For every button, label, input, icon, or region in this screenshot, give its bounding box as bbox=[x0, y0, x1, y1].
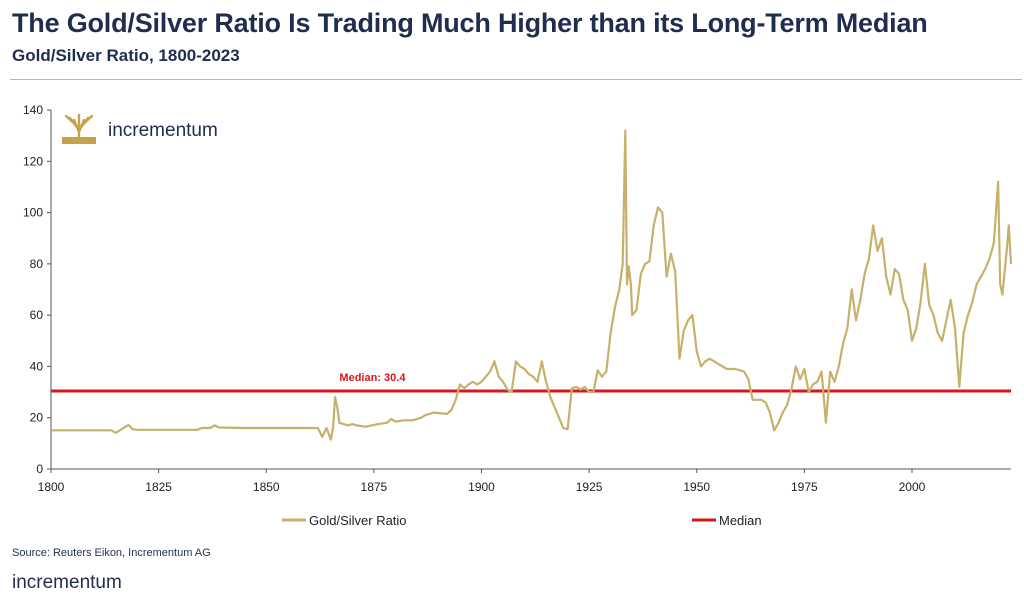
x-tick-label: 1975 bbox=[791, 480, 818, 494]
y-tick-label: 20 bbox=[30, 411, 44, 425]
x-tick-label: 1850 bbox=[253, 480, 280, 494]
incrementum-logo: incrementum bbox=[62, 113, 218, 145]
footer-logo-text: incrementum bbox=[12, 572, 122, 593]
x-tick-label: 1825 bbox=[145, 480, 172, 494]
chart-subtitle: Gold/Silver Ratio, 1800-2023 bbox=[12, 46, 240, 65]
median-layer: Median: 30.4 bbox=[51, 372, 1011, 393]
legend-label-gold-silver-ratio: Gold/Silver Ratio bbox=[309, 513, 407, 528]
chart-title: The Gold/Silver Ratio Is Trading Much Hi… bbox=[12, 8, 928, 38]
median-annotation: Median: 30.4 bbox=[339, 372, 406, 384]
gold-silver-ratio-chart: 0 20 40 60 80 100 120 140 1800 1825 1850 1875 1900 19… bbox=[23, 103, 1013, 528]
x-tick-label: 1800 bbox=[38, 480, 65, 494]
y-tick-label: 80 bbox=[30, 257, 44, 271]
x-tick-label: 1875 bbox=[361, 480, 388, 494]
title-divider bbox=[10, 79, 1022, 80]
tree-icon bbox=[62, 113, 96, 145]
x-tick-label: 2000 bbox=[899, 480, 926, 494]
y-tick-label: 60 bbox=[30, 308, 44, 322]
chart-legend: Gold/Silver Ratio Median bbox=[282, 513, 762, 528]
x-tick-label: 1950 bbox=[683, 480, 710, 494]
x-tick-label: 1925 bbox=[576, 480, 603, 494]
logo-text: incrementum bbox=[108, 120, 218, 141]
y-tick-label: 0 bbox=[36, 462, 43, 476]
x-tick-label: 1900 bbox=[468, 480, 495, 494]
chart-axes: 0 20 40 60 80 100 120 140 1800 1825 1850 1875 1900 19… bbox=[23, 103, 1011, 494]
y-tick-label: 120 bbox=[23, 154, 43, 168]
series-line-gold-silver-ratio bbox=[51, 129, 1013, 441]
series-layer bbox=[51, 129, 1013, 441]
y-tick-label: 40 bbox=[30, 359, 44, 373]
source-note: Source: Reuters Eikon, Incrementum AG bbox=[12, 547, 211, 559]
y-tick-label: 140 bbox=[23, 103, 43, 117]
y-tick-label: 100 bbox=[23, 206, 43, 220]
legend-label-median: Median bbox=[719, 513, 762, 528]
